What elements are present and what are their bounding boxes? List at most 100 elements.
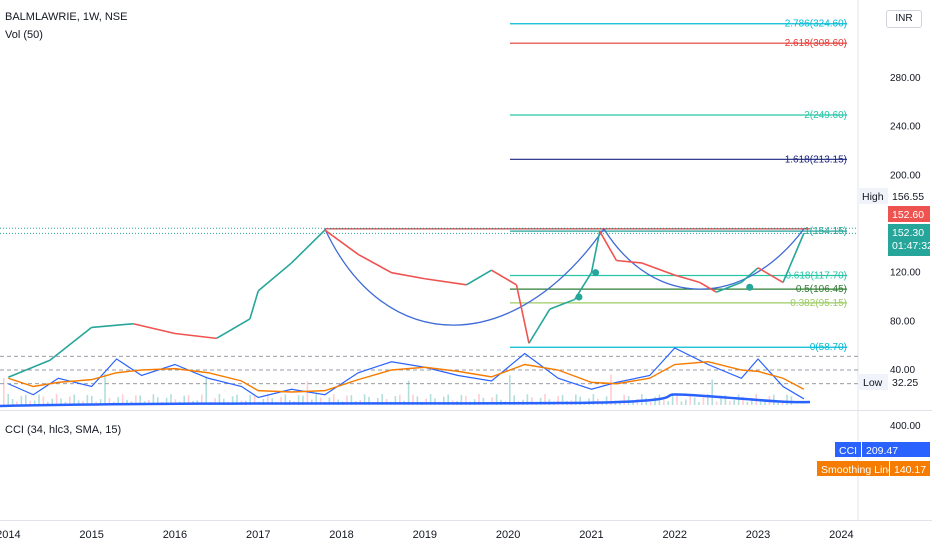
volume-bar xyxy=(29,400,31,405)
volume-bar xyxy=(253,396,256,405)
price-segment xyxy=(49,326,93,361)
time-axis-label: 2023 xyxy=(746,529,770,541)
time-axis-label: 2016 xyxy=(163,529,187,541)
volume-bar xyxy=(139,395,141,405)
volume-bar xyxy=(407,380,410,405)
volume-bar xyxy=(99,399,102,405)
price-tick-label: 80.00 xyxy=(890,316,915,327)
volume-bar xyxy=(605,396,608,405)
volume-bar xyxy=(82,400,84,405)
signal-marker xyxy=(592,269,600,277)
volume-bar xyxy=(135,395,137,405)
volume-bar xyxy=(7,394,9,405)
time-axis-label: 2022 xyxy=(662,529,686,541)
price-tick-label: 120.00 xyxy=(890,268,921,279)
volume-bar xyxy=(271,398,273,405)
volume-bar xyxy=(267,394,269,405)
fib-level-label: 2.618(308.60) xyxy=(785,38,847,49)
time-axis-label: 2014 xyxy=(0,529,21,541)
high-label-bg xyxy=(858,188,888,204)
volume-bar xyxy=(667,401,669,405)
volume-bar xyxy=(685,399,687,405)
volume-bar xyxy=(623,394,625,405)
volume-bar xyxy=(69,396,71,405)
price-segment xyxy=(324,229,359,256)
cci-legend: CCI (34, hlc3, SMA, 15) xyxy=(5,424,122,436)
price-segment xyxy=(674,274,700,284)
time-axis-label: 2020 xyxy=(496,529,520,541)
volume-bar xyxy=(333,394,335,405)
volume-bar xyxy=(205,376,207,405)
volume-bar xyxy=(3,378,5,405)
volume-bar xyxy=(729,401,731,405)
volume-bar xyxy=(170,394,172,405)
price-segment xyxy=(782,233,805,283)
volume-bar xyxy=(42,396,45,405)
volume-bar xyxy=(561,394,564,405)
symbol-legend: BALMLAWRIE, 1W, NSE xyxy=(5,11,128,23)
volume-bar xyxy=(746,401,749,405)
volume-bar xyxy=(377,398,379,405)
volume-bar xyxy=(482,397,485,405)
volume-bar xyxy=(47,401,49,405)
volume-legend: Vol (50) xyxy=(5,29,43,41)
volume-bar xyxy=(663,400,665,405)
cci-name-badge: CCI xyxy=(839,445,857,457)
volume-bar xyxy=(641,394,643,405)
high-value: 156.55 xyxy=(892,191,924,203)
volume-bar xyxy=(381,394,383,405)
volume-bar xyxy=(460,394,463,405)
volume-bar xyxy=(385,398,388,405)
price-segment xyxy=(8,359,51,379)
time-axis-label: 2017 xyxy=(246,529,270,541)
price-segment xyxy=(491,269,517,286)
price-segment xyxy=(757,267,784,284)
currency-button[interactable]: INR xyxy=(886,10,922,28)
volume-ma-line xyxy=(0,393,811,408)
volume-bar xyxy=(55,394,58,405)
volume-bar xyxy=(715,401,718,405)
volume-bar xyxy=(724,395,727,405)
price-segment xyxy=(641,262,676,276)
volume-bar xyxy=(509,375,511,405)
volume-bar xyxy=(777,400,779,405)
volume-bar xyxy=(764,401,766,405)
volume-bar xyxy=(51,398,53,405)
volume-bar xyxy=(526,394,529,405)
volume-bar xyxy=(680,401,683,405)
volume-bar xyxy=(64,401,67,405)
volume-bar xyxy=(751,398,753,405)
price-segment xyxy=(740,267,759,284)
time-axis-label: 2018 xyxy=(329,529,353,541)
volume-bar xyxy=(350,395,353,405)
volume-bar xyxy=(425,398,427,405)
fib-level-label: 2.786(324.60) xyxy=(785,19,847,30)
volume-bar xyxy=(689,394,691,405)
volume-bar xyxy=(781,400,784,405)
price-segment xyxy=(257,262,293,292)
volume-bar xyxy=(394,396,397,405)
cci-smoothing-line xyxy=(8,361,805,393)
volume-bar xyxy=(416,396,419,405)
volume-bar xyxy=(491,397,493,405)
price-segment xyxy=(290,229,326,264)
price-segment xyxy=(590,231,601,273)
volume-bar xyxy=(368,396,370,405)
volume-bar xyxy=(223,398,225,405)
fib-level-label: 0.382(95.15) xyxy=(790,298,847,309)
price-tick-label: 40.00 xyxy=(890,365,915,376)
cci-name-badge-bg xyxy=(835,442,861,457)
price-segment xyxy=(466,269,492,286)
volume-bar xyxy=(579,396,581,405)
fib-level-label: 0.5(106.45) xyxy=(796,284,847,295)
price-tick-label: 200.00 xyxy=(890,170,921,181)
volume-bar xyxy=(201,394,203,405)
volume-bar xyxy=(91,395,93,405)
volume-bar xyxy=(702,397,705,405)
volume-bar xyxy=(707,394,709,405)
fib-level-label: 2(249.60) xyxy=(804,110,847,121)
last-price-badge-bg xyxy=(888,224,930,256)
time-axis-label: 2019 xyxy=(413,529,437,541)
price-tick-label: 240.00 xyxy=(890,122,921,133)
